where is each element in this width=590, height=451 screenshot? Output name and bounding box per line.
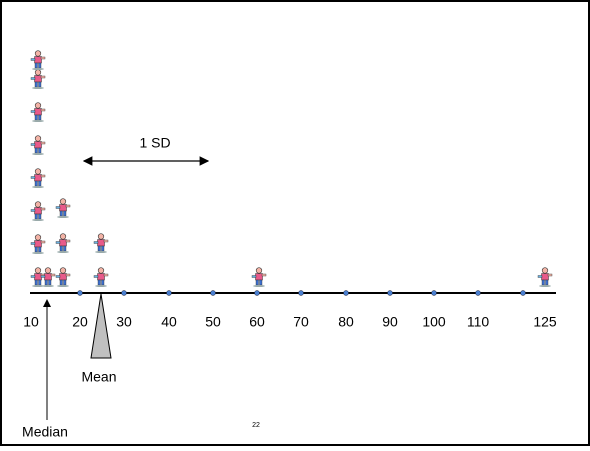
median-label: Median [22,424,68,440]
axis-label: 10 [23,314,39,330]
axis-label: 50 [205,314,221,330]
axis-labels: 10 20 30 40 50 60 70 80 90 100 110 125 [23,314,557,330]
axis-label: 80 [338,314,354,330]
axis-label: 60 [249,314,265,330]
sd-label: 1 SD [139,135,170,151]
axis-label: 20 [72,314,88,330]
axis-label: 70 [293,314,309,330]
page-number: 22 [252,422,260,429]
axis-label: 100 [422,314,446,330]
mean-label: Mean [81,369,116,385]
axis-label: 110 [467,314,490,330]
axis-label: 125 [533,314,557,330]
axis-dots [77,290,526,296]
axis-label: 40 [161,314,177,330]
axis-label: 90 [382,314,398,330]
mean-pointer [90,293,112,359]
axis-label: 30 [116,314,132,330]
